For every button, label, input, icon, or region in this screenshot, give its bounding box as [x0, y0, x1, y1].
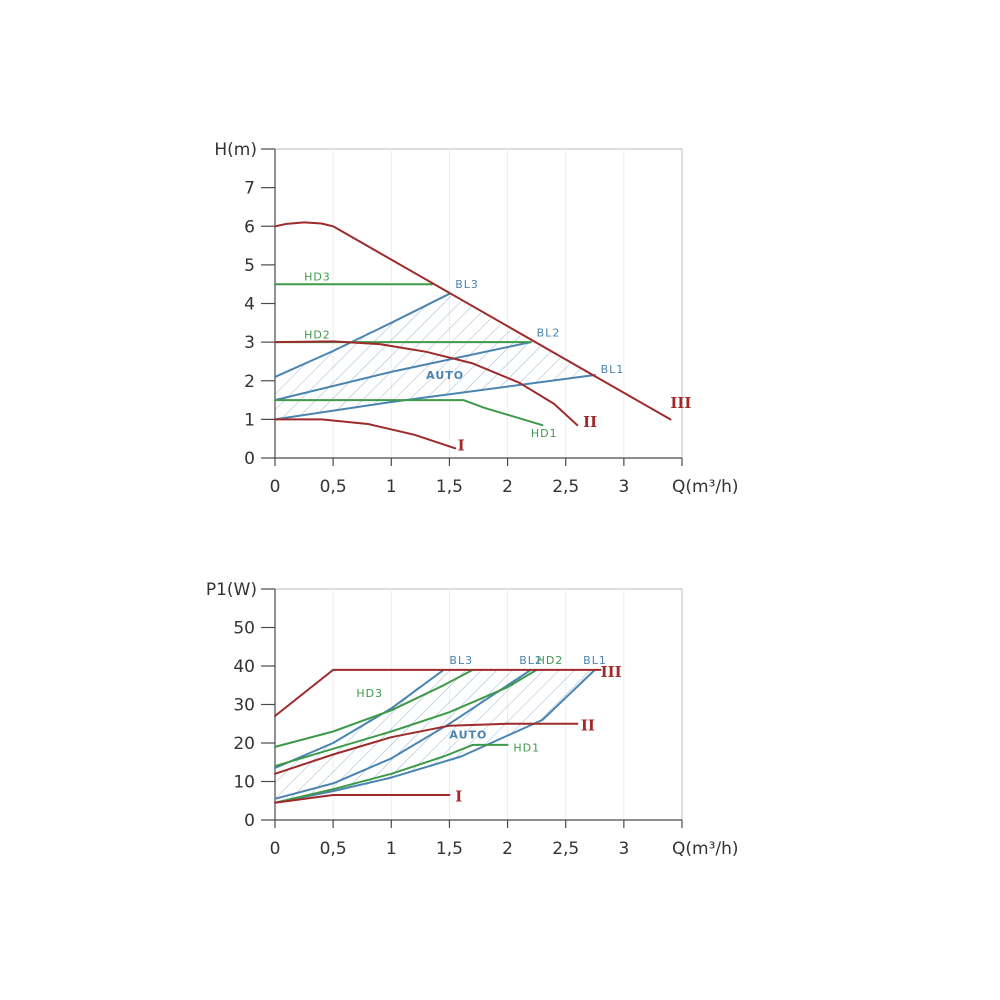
series-label-hd1: HD1	[531, 427, 558, 440]
series-label-iii: III	[601, 663, 622, 681]
power-curve-chart: 0 0,5 1 1,5 2 2,5 301020304050P1(W)Q(m³/h)IIII…	[206, 580, 739, 859]
series-label-hd1: HD1	[513, 741, 540, 754]
x-tick-label: 3	[618, 839, 629, 859]
auto-region	[275, 293, 595, 420]
y-axis-label: P1(W)	[206, 580, 257, 600]
series-line-hd1	[274, 743, 509, 804]
series-label-hd2: HD2	[304, 328, 331, 341]
x-axis-label: Q(m³/h)	[672, 477, 739, 497]
series-line-hd1	[274, 399, 544, 427]
auto-region-label: AUTO	[426, 369, 464, 382]
y-tick-label: 7	[244, 179, 255, 199]
series-label-ii: II	[583, 413, 597, 431]
series-label-bl2: BL2	[519, 654, 543, 667]
series-label-hd3: HD3	[304, 270, 331, 283]
series-label-ii: II	[581, 717, 595, 735]
series-line-iii	[274, 221, 672, 421]
series-label-bl3: BL3	[455, 278, 479, 291]
x-tick-label: 1	[386, 477, 397, 497]
x-tick-label: 3	[618, 477, 629, 497]
series-line-bl3	[274, 292, 451, 378]
x-tick-label: 0	[270, 839, 281, 859]
series-label-bl2: BL2	[537, 326, 561, 339]
x-tick-label: 2	[502, 477, 513, 497]
series-label-bl3: BL3	[449, 654, 473, 667]
series-line-ii	[274, 722, 579, 775]
x-tick-label: 2	[502, 839, 513, 859]
x-tick-label: 0	[270, 477, 281, 497]
series-line-i	[274, 794, 451, 804]
series-label-i: I	[458, 436, 465, 454]
series-line-hd2	[274, 668, 538, 768]
series-line-bl1	[274, 374, 596, 421]
series-line-bl1	[274, 668, 596, 804]
y-tick-label: 1	[244, 410, 255, 430]
y-tick-label: 30	[233, 696, 255, 716]
plot-frame	[275, 148, 683, 458]
y-tick-label: 50	[233, 619, 255, 639]
series-label-i: I	[455, 788, 462, 806]
y-tick-label: 0	[244, 449, 255, 469]
x-tick-label: 0,5	[320, 839, 347, 859]
series-label-bl1: BL1	[601, 363, 625, 376]
series-line-iii	[274, 668, 602, 717]
plot-frame	[275, 588, 683, 820]
series-label-iii: III	[670, 394, 691, 412]
y-tick-label: 2	[244, 372, 255, 392]
y-tick-label: 10	[233, 773, 255, 793]
y-axis-label: H(m)	[214, 140, 257, 160]
x-tick-label: 1	[386, 839, 397, 859]
series-line-hd3	[274, 668, 474, 748]
x-tick-label: 1,5	[436, 839, 463, 859]
x-axis-label: Q(m³/h)	[672, 839, 739, 859]
series-line-bl2	[274, 341, 532, 402]
series-line-ii	[274, 340, 579, 427]
y-tick-label: 6	[244, 217, 255, 237]
auto-region-label: AUTO	[449, 728, 487, 741]
series-line-bl2	[274, 668, 532, 800]
x-tick-label: 2,5	[552, 839, 579, 859]
y-tick-label: 0	[244, 811, 255, 831]
series-label-bl1: BL1	[583, 654, 607, 667]
series-line-bl3	[274, 668, 445, 769]
series-line-i	[274, 418, 457, 450]
series-label-hd2: HD2	[537, 654, 564, 667]
y-tick-label: 20	[233, 734, 255, 754]
auto-region	[275, 669, 595, 801]
y-tick-label: 40	[233, 657, 255, 677]
y-tick-label: 4	[244, 295, 255, 315]
y-tick-label: 5	[244, 256, 255, 276]
y-tick-label: 3	[244, 333, 255, 353]
x-tick-label: 0,5	[320, 477, 347, 497]
head-curve-chart: 0 0,5 1 1,5 2 2,5 301234567H(m)Q(m³/h)IIIIIIHD…	[214, 140, 738, 497]
x-tick-label: 2,5	[552, 477, 579, 497]
x-tick-label: 1,5	[436, 477, 463, 497]
series-label-hd3: HD3	[356, 687, 383, 700]
